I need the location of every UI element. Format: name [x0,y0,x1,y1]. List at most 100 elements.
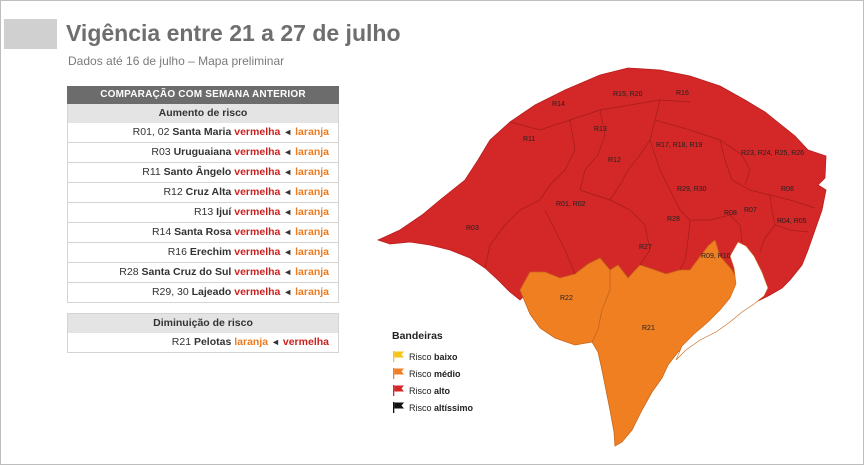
increase-risk-table: COMPARAÇÃO COM SEMANA ANTERIOR Aumento d… [67,86,339,303]
new-flag: vermelha [234,286,281,298]
new-flag: vermelha [234,206,281,218]
left-arrow-icon: ◄ [283,267,293,277]
label-r09-r10: R09, R10 [701,253,731,260]
label-r28: R28 [667,216,680,223]
old-flag: laranja [295,146,329,158]
region-code: R12 [163,186,183,198]
old-flag: laranja [295,246,329,258]
comparison-heading: COMPARAÇÃO COM SEMANA ANTERIOR [67,86,339,104]
region-code: R28 [119,266,139,278]
legend-item: Risco alto [392,382,473,399]
new-flag: vermelha [234,186,281,198]
legend-level: altíssimo [434,402,474,413]
region-city: Ijuí [216,206,232,218]
region-city: Lajeado [191,286,232,298]
new-flag: vermelha [234,166,281,178]
label-r03: R03 [466,225,479,232]
left-arrow-icon: ◄ [283,187,293,197]
old-flag: laranja [295,266,329,278]
left-arrow-icon: ◄ [283,147,293,157]
map-region-boundaries [484,99,816,275]
label-r08: R08 [724,210,737,217]
old-flag: laranja [295,226,329,238]
old-flag: laranja [295,166,329,178]
label-r07: R07 [744,207,757,214]
label-r13: R13 [594,126,607,133]
left-arrow-icon: ◄ [283,247,293,257]
label-r06: R06 [781,186,794,193]
left-arrow-icon: ◄ [283,287,293,297]
label-r17-r19: R17, R18, R19 [656,142,702,149]
legend-title: Bandeiras [392,330,443,342]
flags-legend: Bandeiras Risco baixo Risco médio Risco al… [392,330,473,416]
table-row: R29, 30 Lajeado vermelha ◄ laranja [67,283,339,303]
table-row: R21 Pelotas laranja ◄ vermelha [67,333,339,353]
region-code: R13 [193,206,214,218]
legend-label: Risco baixo [409,352,458,362]
new-flag: vermelha [234,226,281,238]
left-arrow-icon: ◄ [283,167,293,177]
left-arrow-icon: ◄ [271,337,280,347]
new-flag: vermelha [234,246,281,258]
new-flag: vermelha [234,146,281,158]
increase-risk-title: Aumento de risco [67,104,339,123]
page-title: Vigência entre 21 a 27 de julho [66,20,401,46]
old-flag: laranja [295,286,329,298]
region-city: Santo Ângelo [163,166,232,178]
legend-label: Risco alto [409,386,450,396]
flag-icon [393,402,404,413]
old-flag: vermelha [282,336,329,348]
old-flag: laranja [295,186,329,198]
old-flag: laranja [295,206,329,218]
decrease-risk-table: Diminuição de risco R21 Pelotas laranja … [67,313,339,353]
region-code: R29, 30 [151,286,189,298]
label-r23-r26: R23, R24, R25, R26 [741,150,804,157]
table-row: R11 Santo Ângelo vermelha ◄ laranja [67,163,339,183]
label-r21: R21 [642,325,655,332]
label-r29-r30: R29, R30 [677,186,707,193]
region-city: Santa Cruz do Sul [141,266,232,278]
table-row: R13 Ijuí vermelha ◄ laranja [67,203,339,223]
rs-region-map: R14 R15, R20 R16 R13 R11 R17, R18, R19 R… [376,67,827,447]
table-row: R16 Erechim vermelha ◄ laranja [67,243,339,263]
legend-label: Risco altíssimo [409,403,473,413]
legend-item: Risco baixo [392,348,473,365]
new-flag: vermelha [234,126,281,138]
label-r22: R22 [560,295,573,302]
label-r16: R16 [676,90,689,97]
header-accent-block [4,19,57,49]
page-subtitle: Dados até 16 de julho – Mapa preliminar [68,54,285,68]
region-code: R21 [171,336,192,348]
label-r04-r05: R04, R05 [777,218,807,225]
table-row: R03 Uruguaiana vermelha ◄ laranja [67,143,339,163]
region-code: R11 [142,166,161,178]
flag-icon [393,351,404,362]
legend-prefix: Risco [409,385,435,396]
region-city: Cruz Alta [185,186,232,198]
table-row: R01, 02 Santa Maria vermelha ◄ laranja [67,123,339,143]
legend-prefix: Risco [409,351,435,362]
legend-prefix: Risco [409,368,435,379]
region-city: Santa Maria [172,126,232,138]
region-code: R03 [151,146,171,158]
label-r01-r02: R01, R02 [556,201,586,208]
region-city: Santa Rosa [174,226,232,238]
legend-level: baixo [434,351,458,362]
legend-level: médio [434,368,461,379]
legend-item: Risco médio [392,365,473,382]
left-arrow-icon: ◄ [283,207,293,217]
label-r11: R11 [523,136,535,143]
region-city: Pelotas [193,336,232,348]
table-row: R12 Cruz Alta vermelha ◄ laranja [67,183,339,203]
new-flag: laranja [234,336,269,348]
legend-prefix: Risco [409,402,435,413]
label-r15-r20: R15, R20 [613,91,643,98]
legend-item: Risco altíssimo [392,399,473,416]
new-flag: vermelha [234,266,281,278]
legend-label: Risco médio [409,369,461,379]
table-row: R14 Santa Rosa vermelha ◄ laranja [67,223,339,243]
old-flag: laranja [295,126,329,138]
table-row: R28 Santa Cruz do Sul vermelha ◄ laranja [67,263,339,283]
region-city: Uruguaiana [173,146,232,158]
region-code: R14 [151,226,172,238]
